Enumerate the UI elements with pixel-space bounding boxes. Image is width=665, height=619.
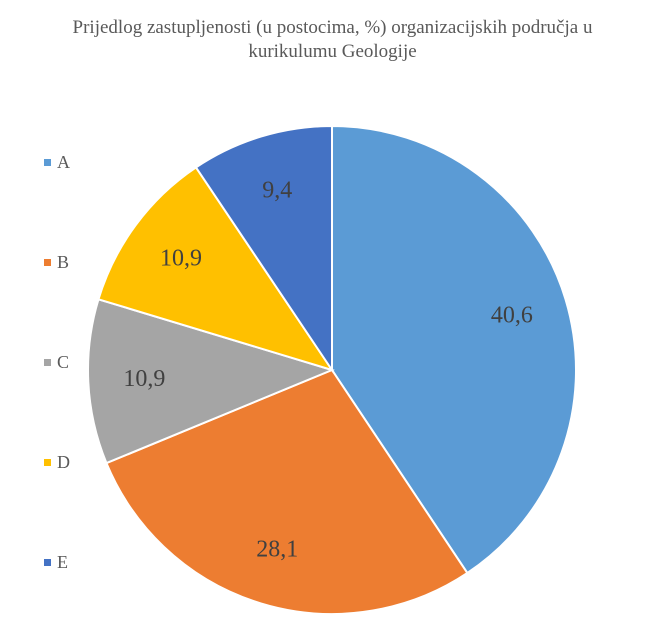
legend-label-d: D (57, 451, 70, 472)
legend-label-e: E (57, 551, 68, 572)
legend-label-c: C (57, 351, 70, 372)
legend-item-c: C (44, 350, 69, 374)
chart-title-line-1: Prijedlog zastupljenosti (u postocima, %… (72, 17, 593, 38)
chart-title-line-2: kurikulumu Geologije (248, 41, 417, 62)
legend-item-d: D (44, 450, 70, 474)
legend-swatch-d (44, 458, 51, 466)
data-label-d: 10,9 (160, 245, 202, 271)
pie-slice-e (194, 124, 333, 374)
data-label-c: 10,9 (123, 366, 165, 392)
legend-label-b: B (57, 251, 70, 272)
data-label-a: 40,6 (491, 303, 533, 329)
data-label-b: 28,1 (256, 537, 298, 563)
legend-item-b: B (44, 250, 69, 274)
legend-item-a: A (44, 150, 70, 174)
legend-label-a: A (57, 151, 70, 172)
pie-slice-d (97, 166, 335, 372)
chart-title: Prijedlog zastupljenosti (u postocima, %… (0, 16, 665, 64)
legend-swatch-e (44, 558, 51, 566)
legend-swatch-c (44, 358, 51, 366)
legend-item-e: E (44, 550, 68, 574)
data-label-e: 9,4 (262, 177, 292, 203)
pie-slices (87, 124, 577, 615)
pie-slice-b (105, 368, 469, 615)
pie-data-labels: 40,6 28,1 10,9 10,9 9,4 (123, 177, 532, 562)
legend-swatch-b (44, 258, 51, 266)
legend-swatch-a (44, 158, 51, 166)
pie-slice-c (87, 298, 335, 465)
